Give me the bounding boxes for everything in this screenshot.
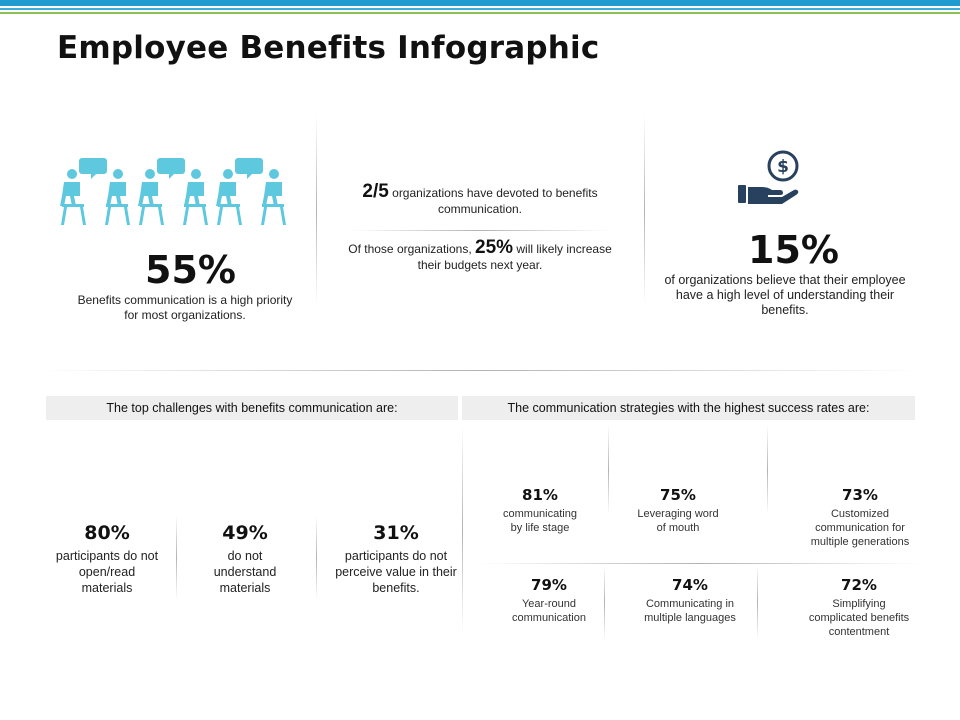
challenge-label: participants do not perceive value in th… — [335, 549, 457, 595]
strategy-item: 75% Leveraging word of mouth — [622, 486, 734, 535]
stat-priority-value: 55% — [145, 248, 236, 292]
divider-vertical — [316, 115, 317, 305]
top-bar-green — [0, 12, 960, 14]
strategy-label: Leveraging word of mouth — [637, 508, 719, 534]
divider-vertical — [316, 515, 317, 600]
divider-horizontal — [40, 370, 920, 371]
divider-vertical — [608, 425, 609, 515]
people-meeting-icon — [60, 158, 286, 225]
strategy-value: 73% — [842, 486, 878, 504]
divider-vertical — [176, 515, 177, 600]
divider-vertical — [604, 565, 605, 640]
challenge-value: 80% — [84, 522, 130, 544]
stat-budget-suffix: will likely increase their budgets next … — [417, 242, 612, 272]
challenge-label: do not understand materials — [213, 549, 277, 595]
strategy-label: communicating by life stage — [503, 508, 577, 534]
top-bar-blue — [0, 0, 960, 6]
challenge-label: participants do not open/read materials — [55, 549, 159, 595]
stat-priority-description: Benefits communication is a high priorit… — [77, 293, 293, 322]
hand-holding-dollar-icon: $ — [738, 150, 799, 204]
stat-devoted-line: 2/5 organizations have devoted to benefi… — [330, 181, 630, 217]
stat-budget-prefix: Of those organizations, — [348, 242, 472, 256]
challenge-item: 49% do not understand materials — [195, 522, 295, 596]
divider-vertical — [757, 565, 758, 640]
strategy-item: 72% Simplifying complicated benefits con… — [798, 576, 920, 639]
stat-budget-percent: 25% — [475, 237, 514, 258]
stat-understanding-description: of organizations believe that their empl… — [664, 273, 906, 317]
page-title: Employee Benefits Infographic — [57, 30, 600, 66]
stat-budget-line: Of those organizations, 25% will likely … — [340, 237, 620, 273]
strategy-label: Customized communication for multiple ge… — [810, 508, 910, 548]
divider-horizontal — [480, 563, 920, 564]
strategy-value: 75% — [660, 486, 696, 504]
strategy-item: 73% Customized communication for multipl… — [800, 486, 920, 549]
divider-vertical — [462, 425, 463, 635]
strategy-value: 74% — [672, 576, 708, 594]
strategy-label: Simplifying complicated benefits content… — [808, 598, 910, 638]
strategy-item: 79% Year-round communication — [494, 576, 604, 625]
stat-devoted-text: organizations have devoted to benefits c… — [392, 186, 598, 216]
strategy-value: 81% — [522, 486, 558, 504]
strategy-label: Year-round communication — [512, 598, 586, 624]
strategy-item: 74% Communicating in multiple languages — [634, 576, 746, 625]
challenge-value: 31% — [373, 522, 419, 544]
challenges-header: The top challenges with benefits communi… — [46, 396, 458, 420]
strategy-label: Communicating in multiple languages — [644, 598, 736, 624]
stat-devoted-fraction: 2/5 — [362, 181, 389, 202]
stat-understanding-value: 15% — [748, 228, 839, 272]
strategy-value: 72% — [841, 576, 877, 594]
challenge-item: 80% participants do not open/read materi… — [52, 522, 162, 596]
divider-vertical — [767, 425, 768, 515]
strategy-value: 79% — [531, 576, 567, 594]
strategy-item: 81% communicating by life stage — [482, 486, 598, 535]
strategies-header: The communication strategies with the hi… — [462, 396, 915, 420]
top-decorative-bars — [0, 0, 960, 18]
top-bar-light-blue — [0, 8, 960, 10]
challenge-value: 49% — [222, 522, 268, 544]
challenge-item: 31% participants do not perceive value i… — [334, 522, 458, 596]
svg-text:$: $ — [777, 157, 789, 177]
divider-vertical — [644, 115, 645, 305]
divider-horizontal — [350, 230, 610, 231]
